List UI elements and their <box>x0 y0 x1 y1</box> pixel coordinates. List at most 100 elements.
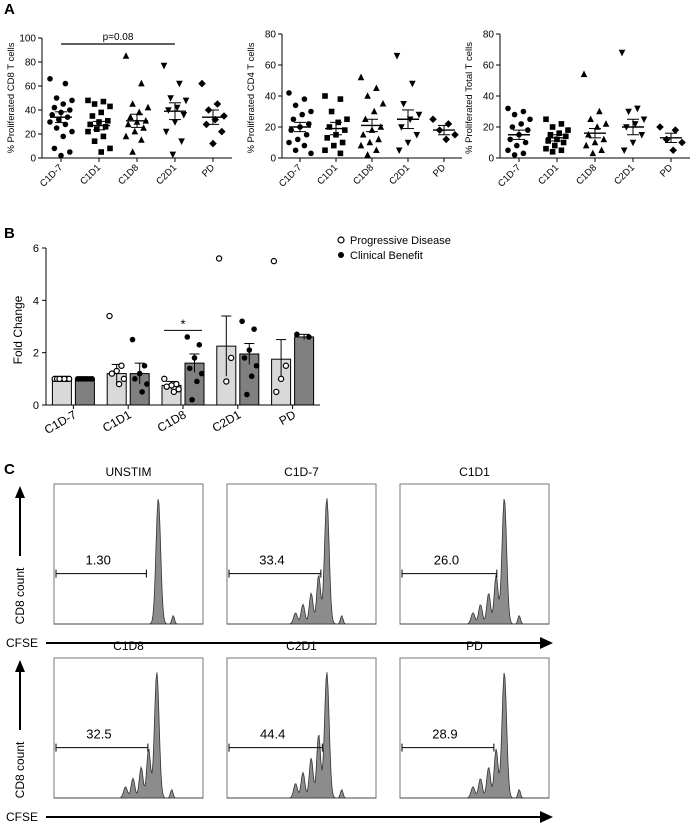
data-point <box>246 347 253 353</box>
data-point <box>122 52 130 59</box>
data-point <box>196 342 203 348</box>
gate-percentage: 26.0 <box>434 553 459 568</box>
data-point <box>100 98 107 105</box>
y-tick-label: 0 <box>488 154 494 165</box>
data-point <box>451 130 459 139</box>
significance-label: * <box>180 316 185 331</box>
y-axis-title: % Proliferated Total T cells <box>464 42 475 154</box>
x-tick-label: C1D-7 <box>38 162 65 189</box>
data-point <box>415 111 423 119</box>
data-point <box>398 124 405 131</box>
data-point <box>189 396 195 403</box>
data-point <box>518 121 524 127</box>
data-point <box>180 112 188 119</box>
x-tick-label: C1D-7 <box>42 407 79 437</box>
data-point <box>404 139 412 147</box>
data-point <box>507 136 513 143</box>
histogram-frame <box>53 483 204 625</box>
data-point <box>656 123 664 131</box>
data-point <box>144 381 150 387</box>
data-point <box>511 152 518 158</box>
data-point <box>558 121 565 127</box>
data-point <box>442 135 450 144</box>
y-tick-label: 80 <box>265 30 277 41</box>
data-point <box>138 136 145 143</box>
data-point <box>373 84 380 92</box>
histogram-title: C1D8 <box>113 639 144 653</box>
data-point <box>100 133 107 140</box>
data-point <box>87 121 93 128</box>
data-point <box>308 108 314 115</box>
data-point <box>160 62 168 70</box>
histogram-frame <box>226 483 377 625</box>
data-point <box>94 126 100 132</box>
histogram-curve <box>400 498 549 625</box>
data-point <box>67 107 73 113</box>
data-point <box>618 49 626 57</box>
data-point <box>239 318 245 325</box>
data-point <box>282 362 290 369</box>
data-point <box>400 100 407 108</box>
legend-label: Clinical Benefit <box>350 250 423 262</box>
x-axis-arrowhead <box>540 637 553 649</box>
data-point <box>337 150 344 157</box>
y-tick-label: 4 <box>33 295 39 307</box>
data-point <box>51 145 58 152</box>
cfse-histogram-grid: UNSTIM 1.30 C1D-7 33.4 C1D1 26.0 C1D8 32.5 C2D1 4… <box>6 465 553 824</box>
y-tick-label: 6 <box>33 243 39 255</box>
data-point <box>377 123 385 130</box>
legend-label: Progressive Disease <box>350 235 451 247</box>
cd8-scatter-plot: 0 20 40 60 80 100% Proliferated CD8 T cells C1… <box>6 32 232 190</box>
y-axis-arrowhead <box>15 660 25 672</box>
data-point <box>91 101 98 107</box>
y-tick-label: 2 <box>33 348 39 360</box>
data-point <box>505 147 511 154</box>
panel-label-c: C <box>4 461 15 478</box>
data-point <box>357 73 365 81</box>
data-point <box>186 365 193 372</box>
data-point <box>549 124 556 130</box>
data-point <box>85 97 91 104</box>
data-point <box>582 141 590 149</box>
x-axis-arrowhead <box>540 811 553 823</box>
data-point <box>273 388 280 396</box>
data-point <box>364 151 371 158</box>
data-point <box>294 331 300 338</box>
data-point <box>270 257 278 265</box>
data-point <box>184 334 191 340</box>
y-axis-title: % Proliferated CD8 T cells <box>6 42 17 153</box>
data-point <box>53 125 60 131</box>
y-axis-title: CD8 count <box>13 567 27 624</box>
data-point <box>138 79 145 87</box>
y-tick-label: 80 <box>25 58 37 69</box>
data-point <box>543 145 549 152</box>
data-point <box>102 124 109 130</box>
histogram-frame <box>53 657 204 799</box>
bar <box>294 336 315 406</box>
x-tick-label: C2D1 <box>154 162 179 187</box>
data-point <box>324 135 330 141</box>
data-point <box>331 142 337 149</box>
histogram-title: C1D1 <box>459 465 490 479</box>
x-tick-label: C1D1 <box>100 407 134 435</box>
panel-label-a: A <box>4 1 15 18</box>
data-point <box>277 375 285 383</box>
y-axis-arrowhead <box>15 486 25 498</box>
data-point <box>120 375 128 383</box>
data-point <box>522 139 529 146</box>
data-point <box>393 52 401 60</box>
data-point <box>244 391 250 398</box>
data-point <box>169 151 177 159</box>
data-point <box>600 135 608 143</box>
data-point <box>107 145 113 152</box>
histogram-frame <box>226 657 377 799</box>
data-point <box>56 375 63 383</box>
y-tick-label: 40 <box>483 92 495 103</box>
data-point <box>223 378 230 385</box>
y-tick-label: 80 <box>483 30 495 41</box>
x-tick-label: PD <box>658 162 675 179</box>
data-point <box>286 90 292 96</box>
data-point <box>339 139 346 146</box>
data-point <box>251 326 257 332</box>
